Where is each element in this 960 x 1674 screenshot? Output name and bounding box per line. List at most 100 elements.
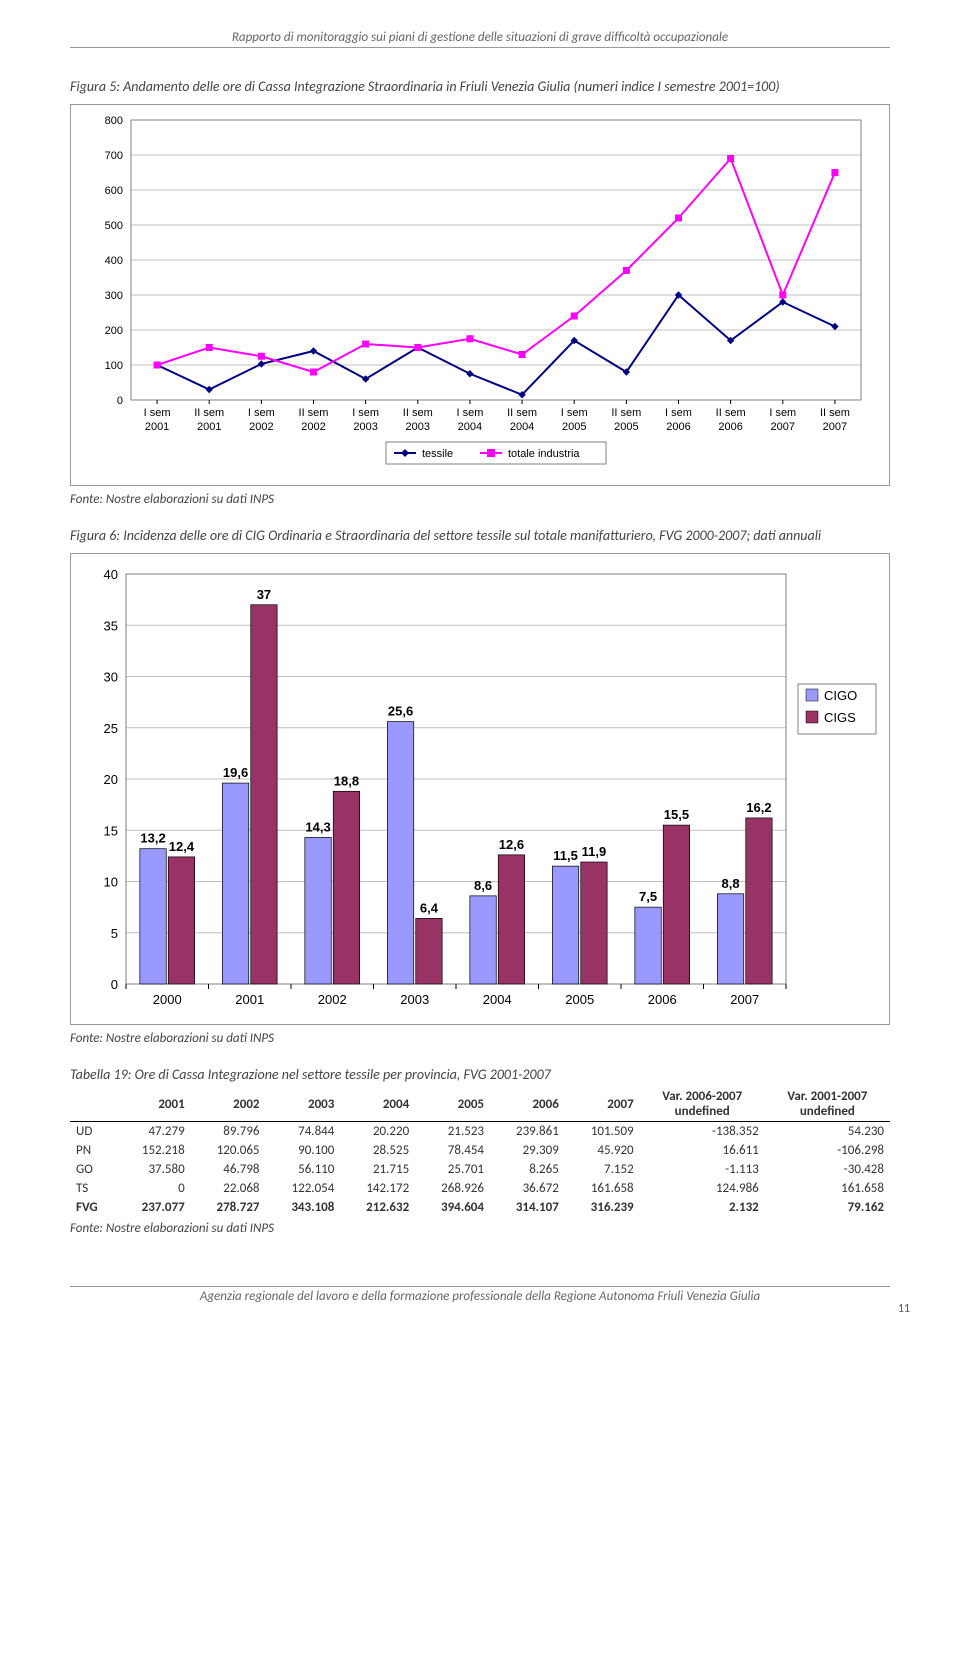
table19-source: Fonte: Nostre elaborazioni su dati INPS	[70, 1221, 890, 1236]
svg-text:I sem: I sem	[352, 407, 379, 419]
svg-text:2006: 2006	[718, 421, 742, 433]
svg-text:800: 800	[105, 115, 123, 127]
svg-text:37: 37	[257, 587, 271, 602]
table-header: 2006	[490, 1087, 565, 1122]
svg-text:15: 15	[104, 824, 118, 839]
svg-text:I sem: I sem	[456, 407, 483, 419]
svg-text:II sem: II sem	[403, 407, 433, 419]
fig6-chart: 051015202530354013,212,4200019,637200114…	[70, 553, 890, 1025]
svg-text:2002: 2002	[318, 992, 347, 1007]
fig6-caption: Figura 6: Incidenza delle ore di CIG Ord…	[70, 527, 890, 545]
svg-text:II sem: II sem	[716, 407, 746, 419]
svg-text:19,6: 19,6	[223, 765, 248, 780]
table-header: 2002	[191, 1087, 266, 1122]
svg-text:I sem: I sem	[769, 407, 796, 419]
svg-text:II sem: II sem	[194, 407, 224, 419]
svg-text:CIGO: CIGO	[824, 688, 857, 703]
svg-text:400: 400	[105, 255, 123, 267]
svg-text:13,2: 13,2	[140, 831, 165, 846]
svg-text:2002: 2002	[249, 421, 273, 433]
svg-text:10: 10	[104, 875, 118, 890]
svg-text:2006: 2006	[666, 421, 690, 433]
svg-text:tessile: tessile	[422, 448, 453, 460]
svg-text:0: 0	[111, 977, 118, 992]
svg-text:2003: 2003	[406, 421, 430, 433]
svg-text:500: 500	[105, 220, 123, 232]
svg-text:I sem: I sem	[561, 407, 588, 419]
svg-text:8,6: 8,6	[474, 878, 492, 893]
svg-text:2003: 2003	[353, 421, 377, 433]
svg-text:2007: 2007	[823, 421, 847, 433]
svg-text:0: 0	[117, 395, 123, 407]
svg-text:I sem: I sem	[144, 407, 171, 419]
svg-text:11,5: 11,5	[553, 849, 578, 864]
footer-text: Agenzia regionale del lavoro e della for…	[200, 1289, 760, 1304]
svg-text:2007: 2007	[771, 421, 795, 433]
fig5-chart: 0 100 200 300 400 500 600 700 800 I sem 2001 II sem…	[70, 104, 890, 486]
svg-text:II sem: II sem	[611, 407, 641, 419]
svg-text:CIGS: CIGS	[824, 710, 856, 725]
table-header: 2005	[415, 1087, 490, 1122]
svg-text:I sem: I sem	[665, 407, 692, 419]
table19-caption: Tabella 19: Ore di Cassa Integrazione ne…	[70, 1066, 890, 1083]
svg-text:100: 100	[105, 360, 123, 372]
svg-text:600: 600	[105, 185, 123, 197]
svg-text:5: 5	[111, 926, 118, 941]
svg-text:18,8: 18,8	[334, 774, 359, 789]
svg-text:2001: 2001	[235, 992, 264, 1007]
svg-text:totale industria: totale industria	[508, 448, 580, 460]
svg-text:200: 200	[105, 325, 123, 337]
fig6-source: Fonte: Nostre elaborazioni su dati INPS	[70, 1031, 890, 1046]
svg-text:25: 25	[104, 721, 118, 736]
table-row: PN152.218120.06590.10028.52578.45429.309…	[70, 1141, 890, 1160]
svg-text:2004: 2004	[458, 421, 482, 433]
svg-text:II sem: II sem	[299, 407, 329, 419]
table-header: Var. 2001-2007undefined	[765, 1087, 890, 1122]
svg-text:II sem: II sem	[507, 407, 537, 419]
svg-text:11,9: 11,9	[582, 844, 607, 859]
svg-text:2005: 2005	[614, 421, 638, 433]
svg-text:300: 300	[105, 290, 123, 302]
svg-text:700: 700	[105, 150, 123, 162]
svg-text:40: 40	[104, 567, 118, 582]
svg-text:2000: 2000	[153, 992, 182, 1007]
table-header: 2007	[565, 1087, 640, 1122]
svg-text:2007: 2007	[730, 992, 759, 1007]
svg-text:II sem: II sem	[820, 407, 850, 419]
table-header: 2001	[116, 1087, 191, 1122]
table-header	[70, 1087, 116, 1122]
svg-text:8,8: 8,8	[722, 876, 740, 891]
page-number: 11	[898, 1302, 910, 1316]
page-footer: Agenzia regionale del lavoro e della for…	[70, 1286, 890, 1304]
svg-text:2002: 2002	[301, 421, 325, 433]
svg-text:6,4: 6,4	[420, 901, 439, 916]
svg-text:2005: 2005	[565, 992, 594, 1007]
svg-text:2001: 2001	[145, 421, 169, 433]
svg-text:20: 20	[104, 772, 118, 787]
fig5-caption: Figura 5: Andamento delle ore di Cassa I…	[70, 78, 890, 96]
svg-text:7,5: 7,5	[639, 890, 657, 905]
svg-text:16,2: 16,2	[746, 800, 771, 815]
table-header: Var. 2006-2007undefined	[640, 1087, 765, 1122]
svg-text:2004: 2004	[510, 421, 534, 433]
svg-text:12,4: 12,4	[169, 839, 195, 854]
table-row: FVG237.077278.727343.108212.632394.60431…	[70, 1198, 890, 1217]
svg-text:2004: 2004	[483, 992, 512, 1007]
table-header: 2004	[340, 1087, 415, 1122]
table-row: TS022.068122.054142.172268.92636.672161.…	[70, 1179, 890, 1198]
table19: 2001200220032004200520062007Var. 2006-20…	[70, 1087, 890, 1217]
svg-text:2003: 2003	[400, 992, 429, 1007]
svg-text:25,6: 25,6	[388, 704, 413, 719]
svg-text:2001: 2001	[197, 421, 221, 433]
table-row: UD47.27989.79674.84420.22021.523239.8611…	[70, 1122, 890, 1142]
svg-text:I sem: I sem	[248, 407, 275, 419]
table-row: GO37.58046.79856.11021.71525.7018.2657.1…	[70, 1160, 890, 1179]
svg-text:12,6: 12,6	[499, 837, 524, 852]
svg-text:14,3: 14,3	[305, 820, 330, 835]
fig5-source: Fonte: Nostre elaborazioni su dati INPS	[70, 492, 890, 507]
svg-text:2005: 2005	[562, 421, 586, 433]
page-header: Rapporto di monitoraggio sui piani di ge…	[70, 30, 890, 48]
table-header: 2003	[266, 1087, 341, 1122]
svg-text:35: 35	[104, 619, 118, 634]
svg-text:15,5: 15,5	[664, 808, 689, 823]
